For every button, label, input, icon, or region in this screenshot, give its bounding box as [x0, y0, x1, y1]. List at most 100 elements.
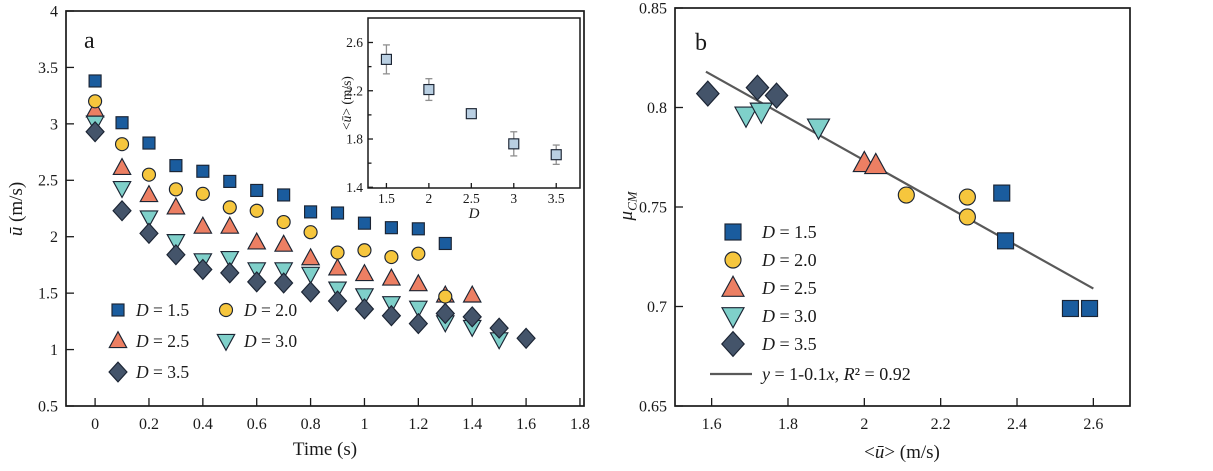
panel-a-series-d-2.0 — [88, 94, 453, 304]
legend-marker — [216, 333, 236, 352]
data-point — [249, 203, 264, 218]
data-point — [381, 296, 402, 314]
data-point — [193, 258, 213, 281]
data-point — [357, 216, 372, 230]
data-point — [958, 208, 976, 226]
panel-a-tick-labels: 0 0.2 0.4 0.6 0.8 1 1.2 1.4 1.6 1.8 0.5 1 1.5 2 2.5 3 3.… — [38, 3, 590, 433]
data-point — [112, 157, 132, 176]
legend-label: D = 2.5 — [761, 278, 817, 298]
legend-marker — [111, 303, 125, 317]
data-point — [273, 262, 294, 280]
data-point — [354, 298, 375, 320]
panel-a-inset-frame — [367, 17, 581, 189]
panel-a-series-d-2.5 — [85, 99, 482, 303]
panel-a-xtick-label: 0.4 — [193, 416, 213, 433]
panel-a-inset-axes — [368, 41, 557, 188]
data-point — [438, 289, 453, 304]
panel-b: 1.6 1.8 2 2.2 2.4 2.6 0.65 0.7 0.75 0.8 0.85 D = 1.… — [616, 0, 1131, 463]
data-point — [277, 188, 291, 202]
inset-ylabel: <ū> (m/s) — [339, 76, 354, 130]
panel-b-xtick-label: 1.8 — [778, 416, 798, 433]
panel-a-xtick-label: 1.8 — [570, 416, 590, 433]
data-point — [220, 262, 240, 284]
data-point — [381, 267, 402, 286]
data-point — [141, 167, 157, 182]
data-point — [169, 159, 183, 173]
data-point — [300, 247, 321, 266]
panel-a-inset-xtick-label: 3 — [510, 191, 517, 206]
legend-marker — [724, 223, 742, 241]
data-point — [384, 249, 399, 265]
panel-b-fit-line — [705, 70, 1094, 290]
panel-a-ytick-label: 1 — [50, 342, 58, 359]
panel-a-ytick-label: 2.5 — [38, 173, 58, 190]
data-point — [508, 138, 520, 150]
legend-marker — [721, 275, 745, 297]
legend-label: D = 3.5 — [135, 362, 189, 382]
panel-b-legend: D = 1.5 D = 2.0 D = 2.5 D = 3.0 D = 3.5 y = 1… — [710, 222, 911, 384]
data-point — [380, 53, 392, 65]
data-point — [139, 184, 159, 203]
data-point — [276, 214, 291, 230]
data-point — [354, 288, 375, 306]
data-point — [408, 300, 429, 319]
panel-a-inset-xtick-label: 3.5 — [548, 191, 565, 206]
panel-b-label: b — [695, 30, 707, 56]
data-point — [139, 210, 159, 229]
data-point — [863, 152, 888, 175]
panel-a-xtick-label: 1 — [360, 416, 368, 433]
panel-a-inset-xtick-label: 2.5 — [463, 191, 480, 206]
data-point — [411, 246, 426, 261]
panel-b-series-d-1.5 — [993, 184, 1099, 318]
data-point — [435, 302, 456, 325]
legend-label: D = 3.5 — [761, 334, 817, 354]
data-point — [438, 236, 452, 251]
panel-a-ytick-label: 1.5 — [38, 286, 58, 303]
legend-marker — [108, 330, 128, 349]
data-point — [112, 181, 132, 199]
data-point — [139, 222, 159, 245]
data-point — [300, 281, 321, 303]
data-point — [423, 83, 435, 96]
panel-b-series-d-3.5 — [695, 74, 789, 109]
panel-b-xtick-label: 2.6 — [1083, 416, 1103, 433]
panel-a-label: a — [84, 28, 95, 54]
panel-a-ytick-label: 4 — [50, 3, 58, 20]
data-point — [247, 231, 267, 250]
legend-label: D = 1.5 — [761, 222, 817, 242]
legend-marker — [218, 302, 234, 318]
data-point — [88, 94, 103, 109]
data-point — [273, 272, 294, 294]
panel-b-xlabel: <ū> (m/s) — [864, 442, 940, 463]
data-point — [695, 80, 720, 107]
data-point — [764, 82, 789, 109]
legend-label: D = 3.0 — [761, 306, 817, 326]
panel-a-xtick-label: 0.6 — [247, 416, 267, 433]
panel-b-series-d-3.0 — [734, 102, 831, 141]
panel-b-ylabel: μCM — [616, 190, 640, 221]
panel-a-series-d-1.5 — [88, 74, 452, 251]
data-point — [745, 74, 770, 101]
panel-a-inset: 1.5 2 2.5 3 3.5 1.4 1.8 2.2 2.6 D <ū> (m/s) — [339, 17, 581, 222]
panel-a-inset-tick-labels: 1.5 2 2.5 3 3.5 1.4 1.8 2.2 2.6 — [346, 35, 565, 206]
panel-a-axes — [66, 10, 581, 407]
panel-a-inset-ytick-label: 2.2 — [346, 83, 363, 98]
data-point — [384, 221, 398, 235]
data-point — [220, 250, 240, 269]
panel-b-ytick-label: 0.65 — [639, 398, 667, 415]
panel-b-ytick-label: 0.85 — [639, 0, 667, 17]
data-point — [897, 186, 915, 204]
panel-a-xtick-label: 1.6 — [516, 416, 536, 433]
data-point — [357, 243, 372, 258]
legend-marker — [108, 361, 128, 383]
data-point — [958, 188, 976, 206]
data-point — [462, 306, 482, 328]
panel-a-xlabel: Time (s) — [293, 439, 357, 460]
data-point — [223, 174, 237, 188]
panel-a-legend: D = 1.5 D = 2.0 D = 2.5 D = 3.0 D = 3.5 — [108, 300, 297, 383]
panel-a-xtick-label: 1.4 — [462, 416, 482, 433]
panel-b-series-d-2.0 — [897, 186, 976, 226]
data-point — [246, 271, 267, 293]
panel-b-axes — [675, 7, 1095, 407]
